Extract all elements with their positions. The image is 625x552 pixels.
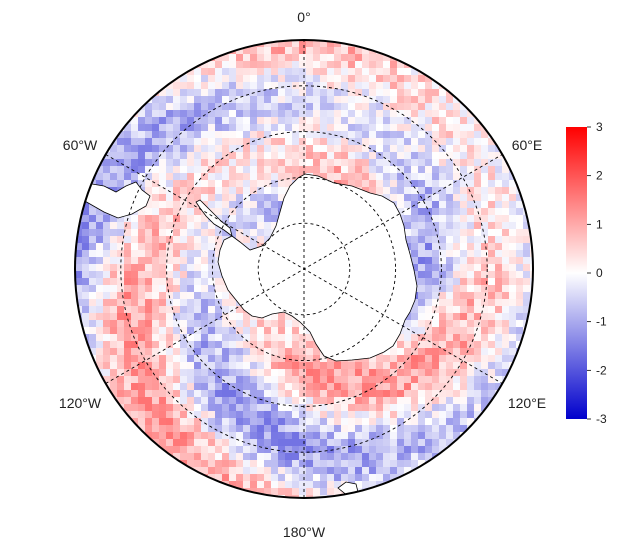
antarctica-coastline — [217, 173, 418, 362]
colorbar: 3 2 1 0 -1 -2 -3 — [566, 120, 607, 426]
lon-label-60w: 60°W — [63, 137, 98, 153]
latitude-circle — [120, 85, 488, 453]
colorbar-tick-label: -2 — [596, 363, 607, 377]
colorbar-tick-label: 3 — [596, 120, 603, 134]
colorbar-tick-label: -3 — [596, 412, 607, 426]
antarctica-landmass — [75, 173, 418, 497]
lon-label-120w: 120°W — [59, 395, 102, 411]
meridian-line — [105, 154, 503, 384]
lon-label-120e: 120°E — [508, 395, 546, 411]
graticule — [105, 40, 503, 498]
latitude-circle — [257, 222, 351, 316]
colorbar-tick-label: -1 — [596, 315, 607, 329]
colorbar-ramp — [566, 127, 587, 419]
colorbar-tick-label: 0 — [596, 266, 603, 280]
south-america-coast — [75, 181, 151, 219]
map-boundary — [74, 39, 534, 499]
latitude-circle — [166, 131, 442, 407]
colorbar-tick-label: 2 — [596, 169, 603, 183]
lon-label-60e: 60°E — [512, 137, 543, 153]
latitude-circle — [211, 176, 397, 362]
colorbar-tick-label: 1 — [596, 217, 603, 231]
lon-label-180: 180°W — [283, 524, 326, 540]
lon-label-0: 0° — [297, 9, 310, 25]
